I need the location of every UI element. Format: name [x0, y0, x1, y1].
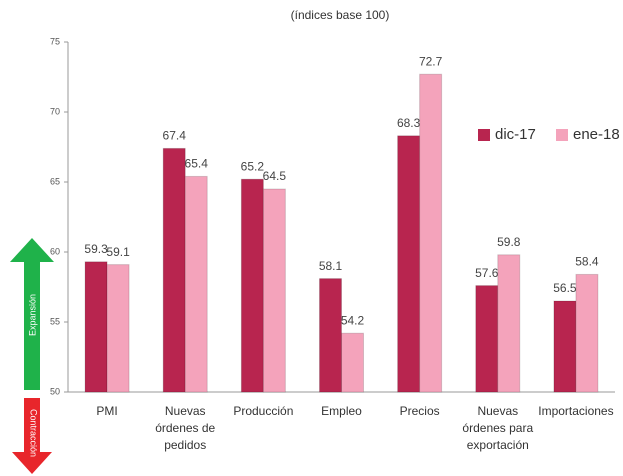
data-label: 59.1 [106, 245, 130, 259]
data-label: 64.5 [263, 169, 287, 183]
data-label: 65.4 [185, 157, 209, 171]
data-label: 59.8 [497, 235, 521, 249]
x-tick-label: Importaciones [538, 404, 613, 418]
x-tick-label: PMI [96, 404, 117, 418]
x-tick-label: Producción [233, 404, 293, 418]
y-tick-label: 70 [50, 106, 60, 116]
bar [419, 73, 443, 393]
y-tick-label: 50 [50, 386, 60, 396]
data-label: 67.4 [163, 129, 187, 143]
data-label: 58.1 [319, 259, 343, 273]
data-label: 68.3 [397, 116, 421, 130]
bar [497, 254, 521, 393]
contraction-label: Contracción [29, 409, 39, 457]
bar [319, 278, 342, 393]
bar [240, 178, 264, 393]
data-label: 54.2 [341, 313, 365, 327]
bar [106, 264, 130, 393]
x-tick-label: Nuevas órdenes de pedidos [155, 404, 215, 452]
legend-swatch [478, 129, 490, 141]
bar [184, 175, 208, 393]
bar [84, 261, 108, 393]
data-label: 72.7 [419, 54, 443, 68]
legend-label: ene-18 [573, 126, 620, 143]
bar [262, 188, 286, 393]
contraction-arrow [12, 398, 52, 474]
data-label: 59.3 [84, 242, 108, 256]
expansion-arrow [10, 238, 54, 390]
y-tick-label: 55 [50, 316, 60, 326]
legend-label: dic-17 [495, 126, 536, 143]
x-tick-label: Precios [400, 404, 440, 418]
bar [162, 147, 186, 393]
data-label: 65.2 [241, 159, 265, 173]
bar [475, 285, 499, 393]
legend-swatch [556, 129, 568, 141]
y-tick-label: 75 [50, 36, 60, 46]
expansion-label: Expansión [27, 294, 37, 336]
bar [341, 332, 364, 393]
y-tick-label: 65 [50, 176, 60, 186]
chart-title: (índices base 100) [291, 8, 390, 22]
x-tick-label: Empleo [321, 404, 362, 418]
y-tick-label: 60 [50, 246, 60, 256]
bar [575, 273, 599, 393]
data-label: 56.5 [553, 281, 577, 295]
data-label: 58.4 [575, 255, 599, 269]
data-label: 57.6 [475, 266, 499, 280]
bar [397, 135, 421, 393]
bar [553, 300, 577, 393]
x-tick-label: Nuevas órdenes para exportación [462, 404, 533, 452]
